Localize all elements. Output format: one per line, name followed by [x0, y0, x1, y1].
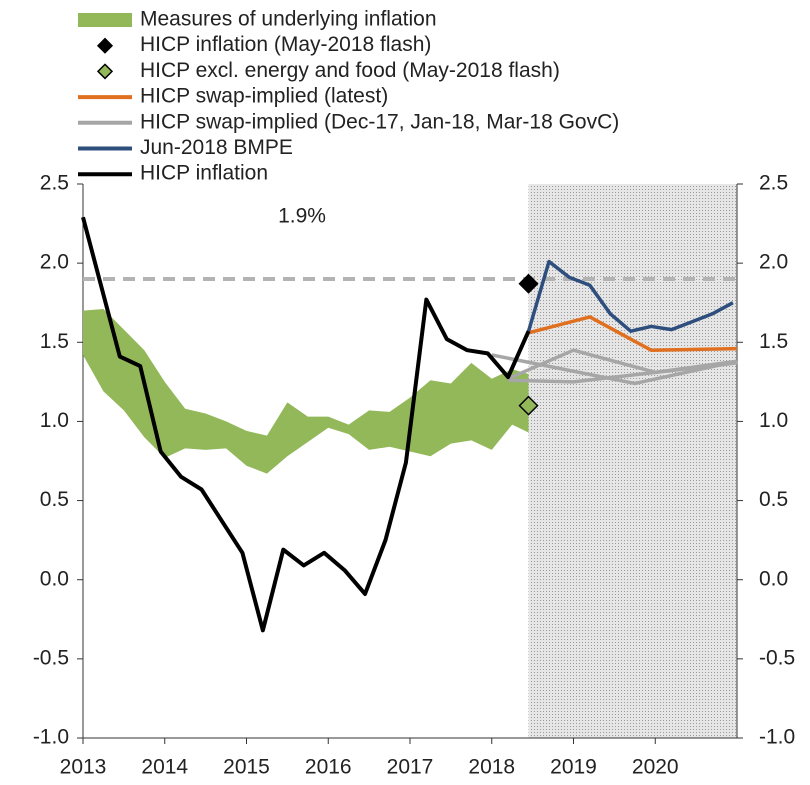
- y-tick-label: -1.0: [33, 726, 69, 749]
- y-tick-label: 2.5: [40, 172, 69, 195]
- y2-tick-label: 0.5: [759, 488, 788, 511]
- y2-tick-label: 2.5: [759, 172, 788, 195]
- y2-tick-label: 1.5: [759, 330, 788, 353]
- y2-tick-label: -1.0: [759, 726, 795, 749]
- x-tick-label: 2016: [305, 756, 352, 779]
- y-tick-label: 0.5: [40, 488, 69, 511]
- y-tick-label: 2.0: [40, 251, 69, 274]
- y2-tick-label: -0.5: [759, 646, 795, 669]
- line: [526, 259, 734, 333]
- y2-tick-label: 1.0: [759, 409, 788, 432]
- x-tick-label: 2017: [387, 756, 434, 779]
- y-tick-label: 0.0: [40, 567, 69, 590]
- y-tick-label: 1.0: [40, 409, 69, 432]
- legend-swatch: [78, 13, 132, 27]
- legend-label: HICP inflation: [140, 162, 268, 185]
- plot-area: 2.5 2.5 2.0 2.0 1.5 1.5 1.0 1.0 0.5 0.5 0.0 0.0 -0.5…: [33, 172, 795, 779]
- line: [508, 361, 738, 384]
- legend-swatch: [96, 63, 114, 80]
- x-tick-label: 2019: [550, 756, 597, 779]
- legend-label: Jun-2018 BMPE: [140, 136, 293, 159]
- band: [83, 309, 529, 474]
- legend-label: HICP swap-implied (Dec-17, Jan-18, Mar-1…: [140, 110, 619, 133]
- y2-tick-label: 2.0: [759, 251, 788, 274]
- x-tick-label: 2020: [632, 756, 679, 779]
- legend-label: Measures of underlying inflation: [140, 8, 437, 31]
- line: [528, 315, 738, 352]
- projection-shade: [528, 184, 737, 738]
- legend-swatch: [96, 37, 114, 54]
- legend-label: HICP inflation (May-2018 flash): [140, 33, 431, 56]
- x-tick-label: 2013: [60, 756, 107, 779]
- legend-label: HICP excl. energy and food (May-2018 fla…: [140, 59, 560, 82]
- line: [81, 216, 531, 633]
- y-tick-label: 1.5: [40, 330, 69, 353]
- marker: [518, 273, 539, 294]
- annotation: 1.9%: [278, 205, 326, 228]
- y2-tick-label: 0.0: [759, 567, 788, 590]
- x-tick-label: 2014: [141, 756, 188, 779]
- marker: [518, 395, 539, 416]
- x-tick-label: 2018: [468, 756, 515, 779]
- x-tick-label: 2015: [223, 756, 270, 779]
- y-tick-label: -0.5: [33, 646, 69, 669]
- legend-label: HICP swap-implied (latest): [140, 85, 388, 108]
